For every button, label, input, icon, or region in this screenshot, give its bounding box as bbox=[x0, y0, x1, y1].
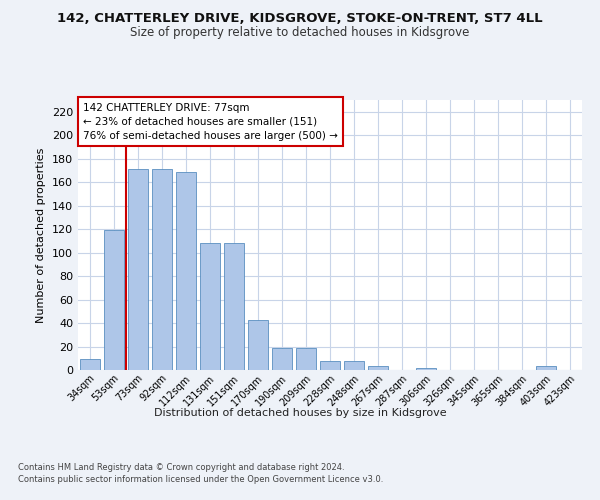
Bar bbox=[536, 366, 556, 370]
Y-axis label: Number of detached properties: Number of detached properties bbox=[37, 148, 46, 322]
Bar bbox=[344, 360, 364, 370]
Bar bbox=[176, 172, 196, 370]
Bar bbox=[152, 170, 172, 370]
Bar bbox=[272, 348, 292, 370]
Bar bbox=[104, 230, 124, 370]
Text: Contains HM Land Registry data © Crown copyright and database right 2024.: Contains HM Land Registry data © Crown c… bbox=[18, 462, 344, 471]
Bar bbox=[224, 243, 244, 370]
Bar bbox=[368, 366, 388, 370]
Text: 142 CHATTERLEY DRIVE: 77sqm
← 23% of detached houses are smaller (151)
76% of se: 142 CHATTERLEY DRIVE: 77sqm ← 23% of det… bbox=[83, 102, 338, 141]
Text: Distribution of detached houses by size in Kidsgrove: Distribution of detached houses by size … bbox=[154, 408, 446, 418]
Bar bbox=[80, 360, 100, 370]
Bar bbox=[248, 320, 268, 370]
Bar bbox=[416, 368, 436, 370]
Bar bbox=[128, 170, 148, 370]
Text: 142, CHATTERLEY DRIVE, KIDSGROVE, STOKE-ON-TRENT, ST7 4LL: 142, CHATTERLEY DRIVE, KIDSGROVE, STOKE-… bbox=[57, 12, 543, 26]
Bar bbox=[320, 360, 340, 370]
Text: Contains public sector information licensed under the Open Government Licence v3: Contains public sector information licen… bbox=[18, 475, 383, 484]
Bar bbox=[296, 348, 316, 370]
Text: Size of property relative to detached houses in Kidsgrove: Size of property relative to detached ho… bbox=[130, 26, 470, 39]
Bar bbox=[200, 243, 220, 370]
